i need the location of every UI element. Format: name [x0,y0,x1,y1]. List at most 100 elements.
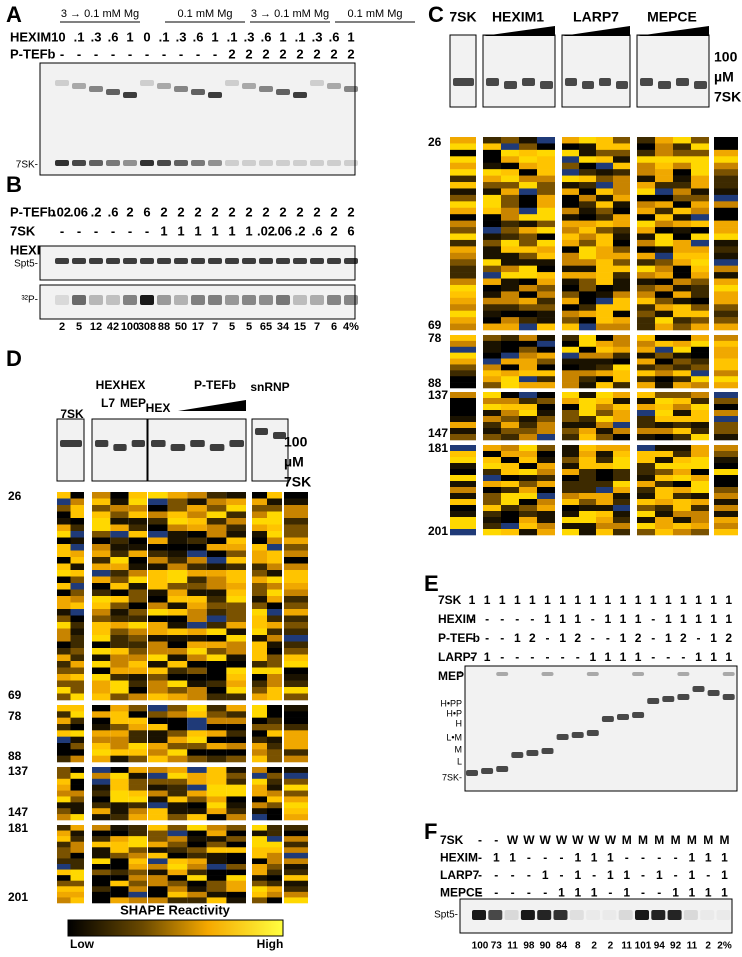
heatmap-cell [613,246,630,254]
heatmap-cell [714,370,738,377]
heatmap-cell [613,162,630,170]
heatmap-cell [252,615,267,623]
heatmap-cell [70,880,84,887]
heatmap-cell [206,875,227,882]
band-label: H [456,718,463,728]
heatmap-cell [673,340,691,348]
heatmap-cell [613,175,630,183]
heatmap-cell [579,317,596,324]
heatmap-cell [483,434,501,441]
heatmap-cell [655,259,673,266]
heatmap-cell [691,493,709,500]
nucleotide-label: 147 [8,805,28,819]
heatmap-cell [128,563,147,571]
lane-cell: 1 [484,650,491,664]
heatmap-cell [70,531,84,538]
lane-cell: - [145,46,149,61]
gel-band [106,258,120,264]
heatmap-cell [450,233,476,241]
lane-cell: - [657,851,661,865]
heatmap-cell [187,589,207,597]
heatmap-cell [110,615,129,623]
heatmap-cell [110,609,129,616]
heatmap-cell [596,278,613,286]
heatmap-cell [637,511,655,518]
lane-cell: 2 [313,204,320,219]
heatmap-cell [187,796,207,803]
lane-cell: 1 [623,886,630,900]
heatmap-cell [501,398,519,405]
heatmap-cell [284,730,308,737]
heatmap-cell [252,661,267,668]
heatmap-cell [226,897,246,904]
heatmap-cell [655,297,673,305]
heatmap-cell [562,284,579,292]
heatmap-cell [483,376,501,383]
heatmap-cell [450,346,476,353]
heatmap-cell [92,492,111,499]
heatmap-cell [450,304,476,311]
lane-cell: - [179,46,183,61]
heatmap-cell [537,457,555,464]
heatmap-cell [655,445,673,452]
heatmap-cell [92,836,111,843]
heatmap-cell [655,410,673,417]
heatmap-cell [714,392,738,399]
heatmap-cell [187,544,207,551]
lane-label: HEX [121,378,146,392]
lane-label: 7SK [449,9,476,25]
lane-cell: - [674,851,678,865]
heatmap-cell [637,493,655,500]
heatmap-cell [252,743,267,750]
heatmap-cell [501,149,519,157]
heatmap-cell [714,428,738,435]
lane-cell: - [213,46,217,61]
heatmap-cell [450,457,476,464]
heatmap-cell [501,392,519,399]
heatmap-cell [579,137,596,144]
heatmap-cell [252,736,267,744]
heatmap-cell [613,291,630,299]
heatmap-cell [57,808,71,815]
heatmap-cell [579,505,596,512]
heatmap-cell [537,207,555,215]
lane-cell: 2 [574,631,581,645]
heatmap-cell [110,596,129,603]
heatmap-cell [128,864,147,870]
heatmap-cell [596,428,613,435]
gel-band [89,160,103,166]
heatmap-cell [267,730,282,737]
heatmap-cell [519,382,537,389]
lane-cell: 0 [143,29,150,44]
heatmap-cell [252,596,267,603]
heatmap-cell [284,661,308,668]
gel-band [310,160,324,166]
heatmap-cell [128,550,147,558]
heatmap-cell [167,524,188,532]
heatmap-cell [110,825,129,831]
heatmap-cell [655,335,673,342]
heatmap-cell [226,875,246,882]
heatmap-cell [206,836,227,843]
heatmap-cell [483,284,501,292]
heatmap-cell [187,705,207,712]
heatmap-cell [637,194,655,202]
heatmap-cell [637,517,655,524]
heatmap-cell [537,358,555,365]
nucleotide-label: 78 [428,331,442,345]
heatmap-cell [284,772,308,780]
heatmap-cell [596,463,613,470]
heatmap-cell [284,736,308,744]
lane-cell: 2 [313,46,320,61]
lane-cell: - [591,631,595,645]
gel-band [553,910,568,920]
nucleotide-label: 201 [428,524,448,538]
heatmap-cell [655,505,673,512]
heatmap-cell [714,364,738,371]
lane-cell: .02 [53,204,71,219]
heatmap-cell [691,220,709,228]
heatmap-cell [70,705,84,712]
heatmap-cell [110,778,129,785]
gel-band [123,160,137,166]
heatmap-cell [637,475,655,482]
